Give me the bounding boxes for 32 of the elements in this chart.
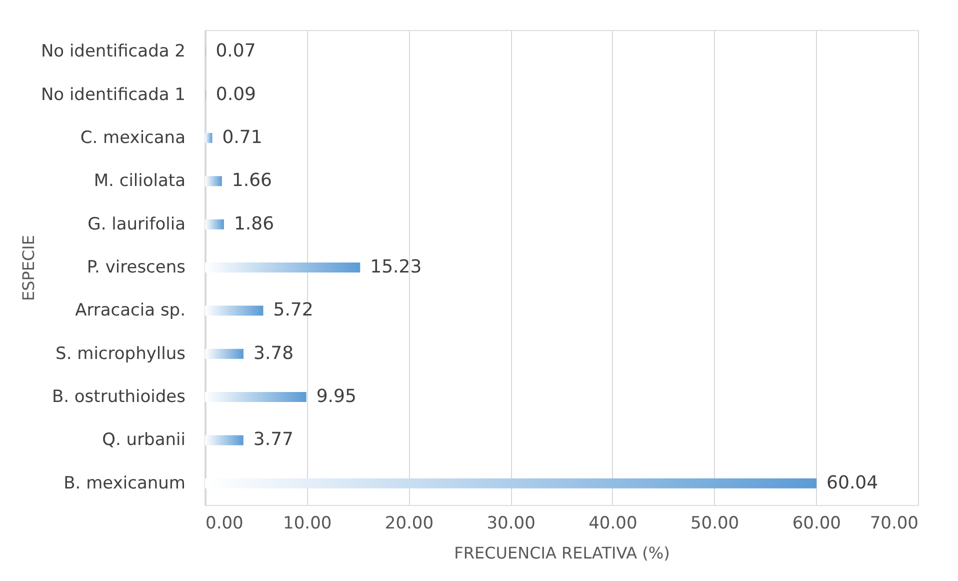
data-label: 1.86: [234, 213, 274, 234]
y-tick-label: G. laurifolia: [88, 214, 186, 234]
x-axis-title: FRECUENCIA RELATIVA (%): [454, 544, 670, 562]
data-label: 0.07: [216, 40, 256, 62]
x-tick-label: 30.00: [486, 514, 536, 534]
data-label: 0.71: [222, 126, 262, 148]
y-tick-label: M. ciliolata: [94, 171, 186, 192]
data-label: 1.66: [232, 170, 272, 192]
x-tick-label: 40.00: [588, 514, 638, 534]
x-tick-label: 70.00: [870, 514, 918, 534]
y-tick-label: Arracacia sp.: [75, 300, 186, 321]
y-tick-label: S. microphyllus: [56, 344, 186, 364]
y-tick-label: No identificada 1: [40, 84, 186, 105]
x-tick-label: 10.00: [283, 514, 332, 534]
data-label: 3.78: [254, 342, 294, 364]
y-tick-label: B. mexicanum: [64, 473, 186, 494]
y-axis-title: ESPECIE: [18, 234, 38, 302]
data-label: 0.09: [216, 84, 256, 105]
x-tick-label: 60.00: [792, 514, 841, 534]
y-tick-label: B. ostruthioides: [52, 387, 186, 408]
x-tick-label: 0.00: [206, 514, 244, 534]
x-tick-label: 50.00: [690, 514, 740, 534]
y-tick-label: C. mexicana: [80, 128, 186, 148]
data-label: 9.95: [316, 386, 356, 408]
y-tick-label: Q. urbanii: [102, 430, 186, 450]
y-tick-label: P. virescens: [86, 258, 186, 278]
x-tick-label: 20.00: [384, 514, 434, 534]
data-label: 15.23: [370, 256, 422, 278]
data-label: 5.72: [273, 300, 314, 321]
data-label: 3.77: [253, 429, 294, 450]
y-tick-label: No identificada 2: [40, 42, 186, 62]
data-label: 60.04: [826, 472, 878, 494]
